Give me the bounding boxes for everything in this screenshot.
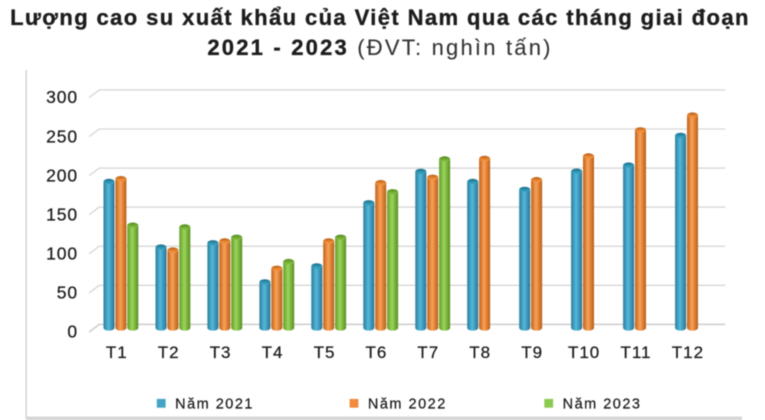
svg-text:100: 100 (46, 244, 78, 264)
svg-text:T11: T11 (620, 343, 651, 362)
svg-text:T2: T2 (158, 343, 180, 362)
svg-text:T10: T10 (568, 343, 600, 362)
svg-text:Năm 2021: Năm 2021 (175, 396, 254, 412)
svg-text:T5: T5 (314, 343, 336, 362)
svg-text:T6: T6 (365, 343, 387, 362)
svg-text:T7: T7 (417, 343, 439, 362)
svg-text:300: 300 (46, 87, 78, 107)
svg-text:0: 0 (67, 322, 78, 342)
svg-text:200: 200 (46, 165, 78, 185)
svg-text:150: 150 (46, 204, 78, 224)
svg-text:T8: T8 (469, 343, 491, 362)
svg-text:T3: T3 (210, 343, 232, 362)
svg-text:50: 50 (57, 283, 78, 303)
svg-text:T12: T12 (672, 343, 704, 362)
svg-text:Năm 2023: Năm 2023 (563, 396, 642, 412)
svg-text:T1: T1 (106, 343, 128, 362)
svg-text:250: 250 (46, 126, 78, 146)
svg-text:T9: T9 (521, 343, 543, 362)
svg-text:Năm 2022: Năm 2022 (368, 396, 447, 412)
svg-text:T4: T4 (262, 343, 284, 362)
